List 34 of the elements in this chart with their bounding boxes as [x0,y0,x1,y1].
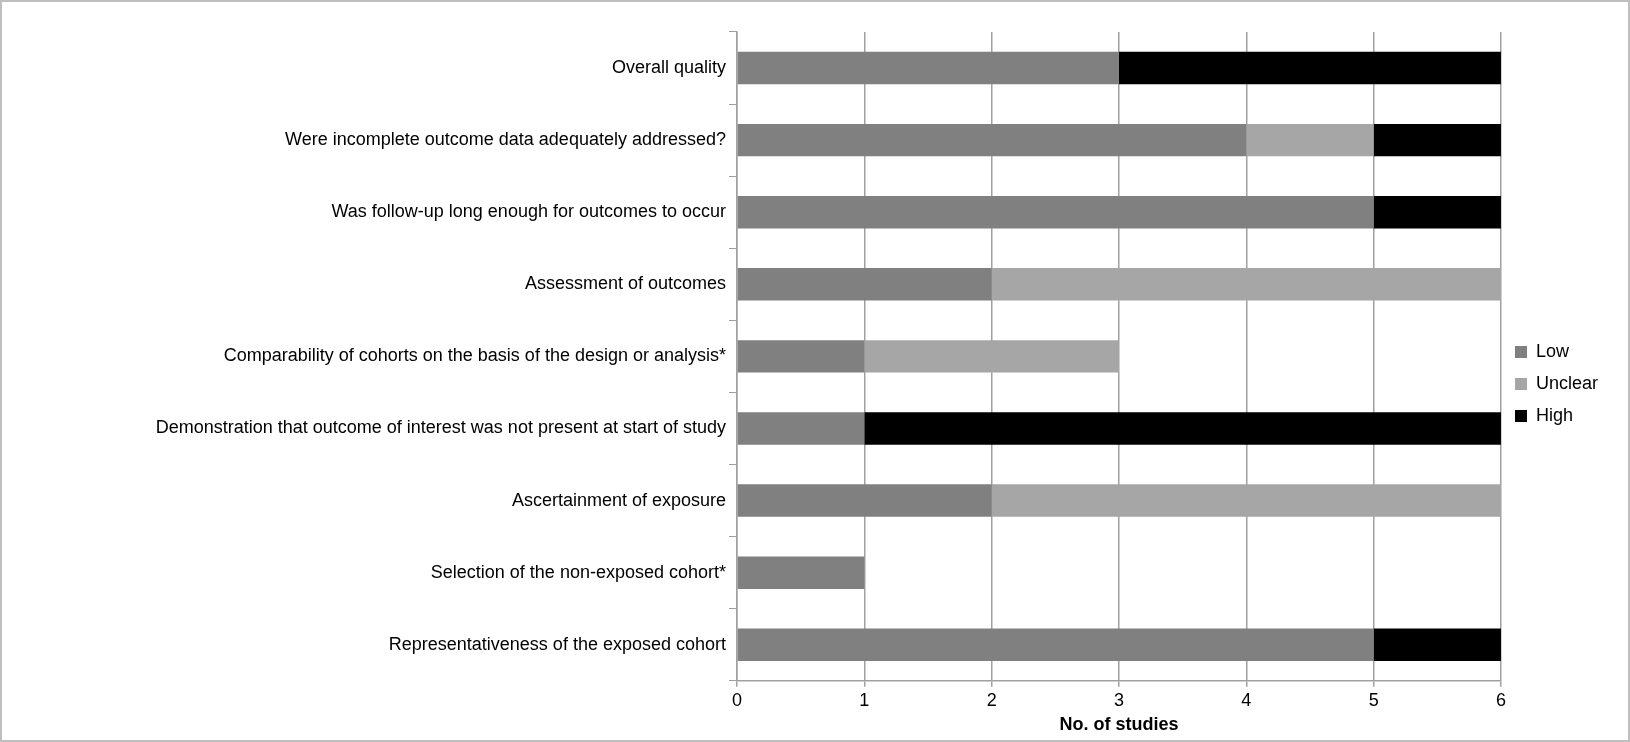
y-tick-label: Was follow-up long enough for outcomes to occur [331,201,726,222]
bar [737,340,865,373]
x-tick-label: 2 [986,689,997,710]
bar [737,484,992,517]
x-tick-label: 0 [731,689,743,710]
y-tick-label: Demonstration that outcome of interest was not present at start of study [155,417,726,438]
y-tick-label: Assessment of outcomes [524,273,726,294]
x-tick-label: 1 [859,689,870,710]
legend-label: High [1535,404,1574,425]
bar [1373,196,1501,229]
y-tick-label: Representativeness of the exposed cohort [388,633,726,654]
bar [737,196,1374,229]
y-tick-label: Overall quality [611,57,726,78]
x-tick-label: 6 [1495,689,1506,710]
x-tick-label: 3 [1113,689,1124,710]
bar [864,412,1501,445]
bar [737,123,1247,157]
y-tick-label: Comparability of cohorts on the basis of the design or analysis* [223,345,726,366]
y-tick-label: Ascertainment of exposure [511,489,726,510]
y-tick-label: Selection of the non-exposed cohort* [430,561,726,582]
bar [737,51,1119,85]
x-tick-label: 5 [1368,689,1379,710]
bar [737,556,865,589]
legend-label: Unclear [1535,372,1599,393]
bar [1118,51,1501,85]
bar [737,628,1374,661]
bar [1373,628,1501,661]
bar [737,268,992,301]
x-axis-title: No. of studies [1059,714,1179,735]
bar [1373,123,1501,157]
x-tick-label: 4 [1241,689,1252,710]
bar [737,412,865,445]
y-tick-label: Were incomplete outcome data adequately addressed? [285,129,726,150]
legend-label: Low [1535,340,1570,361]
